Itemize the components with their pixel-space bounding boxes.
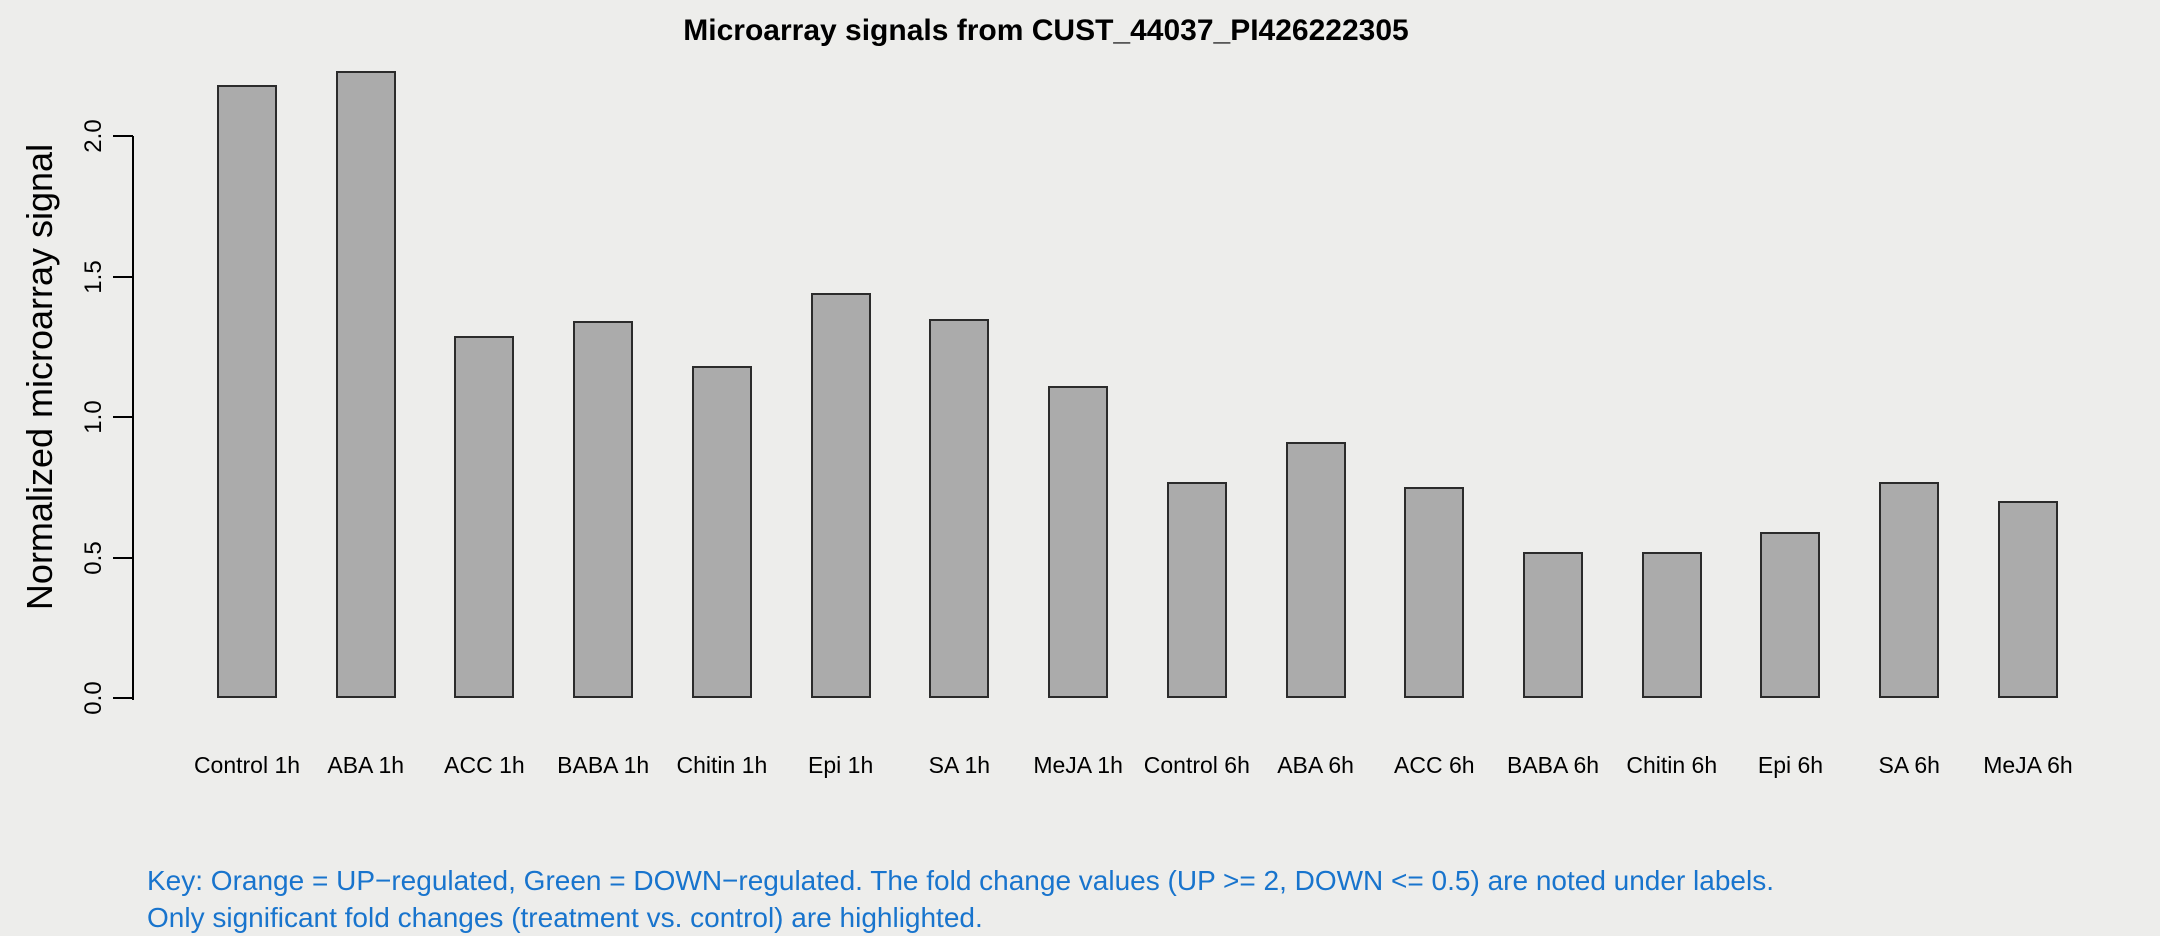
bar: [1523, 551, 1584, 698]
bar: [573, 321, 634, 698]
y-tick-mark: [113, 697, 133, 699]
bar: [1048, 386, 1109, 698]
bar: [1641, 551, 1702, 698]
x-tick-label: Control 6h: [1143, 752, 1250, 778]
y-axis-label: Normalized microarray signal: [19, 143, 60, 611]
bar: [929, 318, 990, 698]
x-tick-label: MeJA 1h: [1033, 752, 1123, 778]
bar: [1404, 487, 1465, 698]
bar: [454, 335, 515, 698]
x-tick-label: ACC 6h: [1394, 752, 1475, 778]
bar: [1997, 501, 2058, 698]
y-axis-line: [132, 136, 134, 700]
bar: [1166, 481, 1227, 698]
bar: [217, 85, 277, 698]
bar: [1285, 442, 1346, 698]
y-tick-mark: [113, 135, 133, 137]
x-tick-label: ABA 6h: [1277, 752, 1354, 778]
x-tick-label: Chitin 1h: [676, 752, 768, 778]
x-tick-label: ABA 1h: [327, 752, 405, 778]
x-tick-label: Epi 1h: [808, 752, 874, 778]
bar: [1879, 481, 1940, 698]
x-tick-label: BABA 1h: [557, 752, 650, 778]
y-tick-label: 0.0: [80, 681, 107, 715]
y-tick-mark: [113, 416, 133, 418]
bar: [691, 366, 752, 698]
y-tick-mark: [113, 556, 133, 559]
x-tick-label: Chitin 6h: [1626, 752, 1718, 778]
chart-title: Microarray signals from CUST_44037_PI426…: [683, 14, 1409, 47]
key-line-1: Key: Orange = UP−regulated, Green = DOWN…: [147, 865, 1774, 896]
key-text: Key: Orange = UP−regulated, Green = DOWN…: [147, 862, 1774, 936]
y-tick-label: 2.0: [80, 119, 107, 153]
x-tick-label: Control 1h: [193, 752, 301, 778]
x-tick-label: SA 6h: [1878, 752, 1940, 778]
x-tick-label: SA 1h: [928, 752, 991, 778]
bar: [335, 71, 396, 698]
bar: [810, 293, 871, 698]
x-tick-label: MeJA 6h: [1983, 752, 2073, 778]
x-tick-label: ACC 1h: [444, 752, 525, 778]
y-tick-label: 0.5: [80, 540, 107, 575]
y-tick-mark: [113, 275, 133, 278]
bar: [1760, 532, 1821, 698]
y-tick-label: 1.5: [80, 259, 107, 294]
key-line-2: Only significant fold changes (treatment…: [147, 902, 983, 933]
x-tick-label: Epi 6h: [1757, 752, 1824, 778]
y-tick-label: 1.0: [80, 400, 107, 434]
x-tick-label: BABA 6h: [1506, 752, 1600, 778]
